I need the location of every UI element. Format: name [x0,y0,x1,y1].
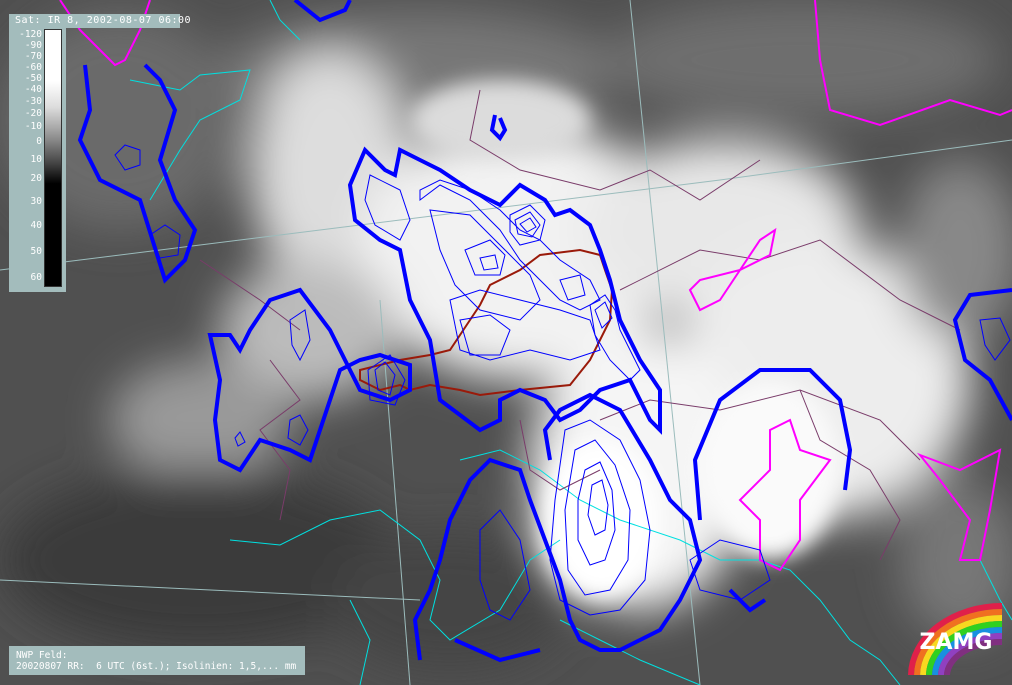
scale-tick: 60 [30,272,42,283]
scale-tick: -90 [24,40,42,51]
scale-tick: 30 [30,196,42,207]
scale-tick: -20 [24,108,42,119]
scale-tick: 20 [30,173,42,184]
temperature-scale-legend: -120 -90 -70 -60 -50 -40 -30 -20 -10 0 1… [9,28,66,292]
scale-tick: -30 [24,96,42,107]
grayscale-bar [44,29,62,287]
scale-tick: -120 [19,29,42,40]
zamg-logo: ZAMG [908,603,1002,675]
scale-tick: -40 [24,84,42,95]
scale-tick: 0 [36,136,42,147]
precipitation-contours [77,0,1012,663]
nwp-description: 20020807 RR: 6 UTC (6st.); Isolinien: 1,… [16,661,297,672]
scale-tick: -50 [24,73,42,84]
scale-tick: 50 [30,246,42,257]
scale-tick: -10 [24,121,42,132]
scale-tick: -70 [24,51,42,62]
scale-tick: -60 [24,62,42,73]
scale-tick: 40 [30,220,42,231]
satellite-title: Sat: IR 8, 2002-08-07 06:00 [9,14,191,28]
logo-text: ZAMG [920,630,993,655]
nwp-info-panel: NWP Feld: 20020807 RR: 6 UTC (6st.); Iso… [9,646,305,675]
pressure-lines [59,0,1012,572]
nwp-label: NWP Feld: [16,650,68,661]
scale-tick: 10 [30,154,42,165]
